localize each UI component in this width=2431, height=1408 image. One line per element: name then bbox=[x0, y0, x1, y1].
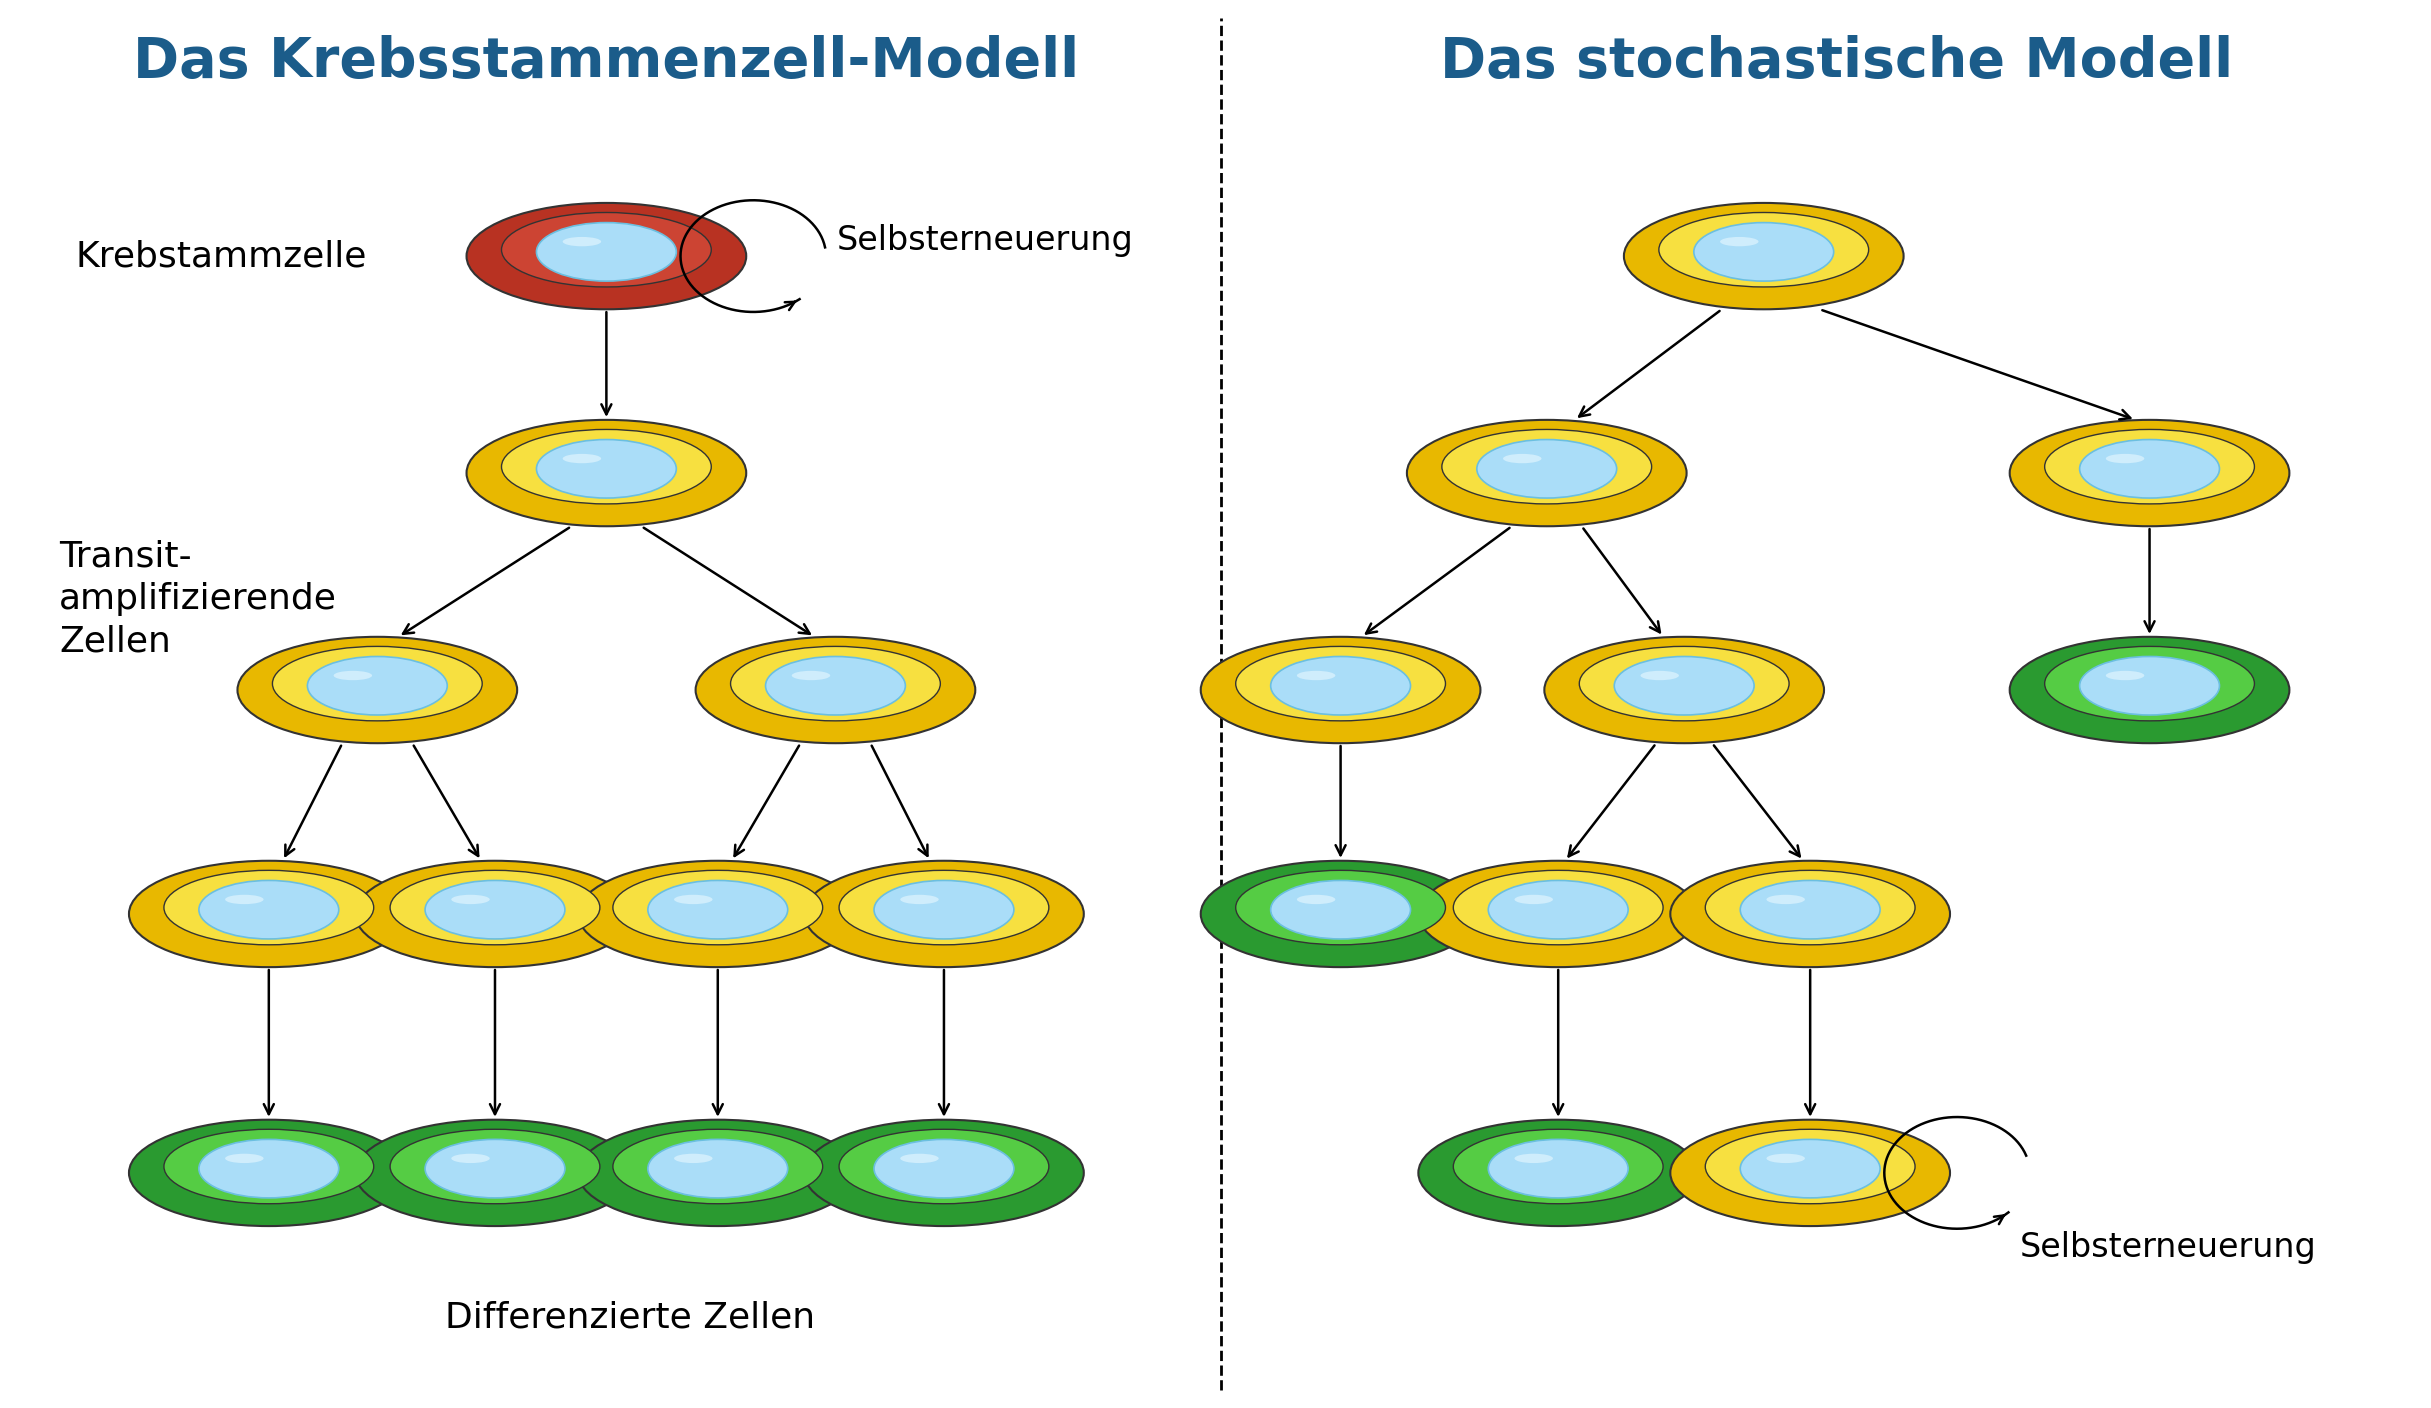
Ellipse shape bbox=[2010, 636, 2290, 743]
Ellipse shape bbox=[1454, 1129, 1663, 1204]
Ellipse shape bbox=[562, 237, 600, 246]
Ellipse shape bbox=[613, 1129, 822, 1204]
Ellipse shape bbox=[1454, 870, 1663, 945]
Ellipse shape bbox=[272, 646, 481, 721]
Text: Krebstammzelle: Krebstammzelle bbox=[75, 239, 367, 273]
Text: Das stochastische Modell: Das stochastische Modell bbox=[1439, 35, 2232, 89]
Ellipse shape bbox=[1417, 1119, 1697, 1226]
Ellipse shape bbox=[537, 439, 676, 498]
Ellipse shape bbox=[2079, 656, 2220, 715]
Ellipse shape bbox=[579, 860, 858, 967]
Ellipse shape bbox=[501, 429, 712, 504]
Ellipse shape bbox=[467, 203, 746, 310]
Ellipse shape bbox=[1417, 860, 1697, 967]
Ellipse shape bbox=[199, 880, 338, 939]
Ellipse shape bbox=[1296, 894, 1335, 904]
Ellipse shape bbox=[1235, 646, 1446, 721]
Ellipse shape bbox=[1704, 870, 1916, 945]
Ellipse shape bbox=[333, 670, 372, 680]
Ellipse shape bbox=[899, 894, 938, 904]
Ellipse shape bbox=[1271, 880, 1410, 939]
Ellipse shape bbox=[579, 1119, 858, 1226]
Ellipse shape bbox=[425, 880, 564, 939]
Ellipse shape bbox=[501, 213, 712, 287]
Ellipse shape bbox=[1502, 453, 1541, 463]
Ellipse shape bbox=[2010, 420, 2290, 527]
Ellipse shape bbox=[2044, 646, 2254, 721]
Ellipse shape bbox=[389, 1129, 600, 1204]
Ellipse shape bbox=[673, 1153, 712, 1163]
Ellipse shape bbox=[1767, 894, 1804, 904]
Ellipse shape bbox=[129, 1119, 408, 1226]
Ellipse shape bbox=[467, 420, 746, 527]
Ellipse shape bbox=[163, 1129, 374, 1204]
Text: Das Krebsstammenzell-Modell: Das Krebsstammenzell-Modell bbox=[134, 35, 1079, 89]
Ellipse shape bbox=[129, 860, 408, 967]
Ellipse shape bbox=[1235, 870, 1446, 945]
Ellipse shape bbox=[875, 880, 1014, 939]
Ellipse shape bbox=[732, 646, 941, 721]
Ellipse shape bbox=[1442, 429, 1651, 504]
Ellipse shape bbox=[1580, 646, 1789, 721]
Ellipse shape bbox=[1544, 636, 1823, 743]
Ellipse shape bbox=[355, 860, 634, 967]
Ellipse shape bbox=[2079, 439, 2220, 498]
Ellipse shape bbox=[1721, 237, 1758, 246]
Ellipse shape bbox=[2044, 429, 2254, 504]
Ellipse shape bbox=[452, 1153, 489, 1163]
Ellipse shape bbox=[1515, 1153, 1553, 1163]
Ellipse shape bbox=[1488, 1139, 1629, 1198]
Ellipse shape bbox=[199, 1139, 338, 1198]
Ellipse shape bbox=[1614, 656, 1755, 715]
Ellipse shape bbox=[1296, 670, 1335, 680]
Ellipse shape bbox=[1624, 203, 1903, 310]
Ellipse shape bbox=[1694, 222, 1833, 282]
Ellipse shape bbox=[226, 894, 263, 904]
Ellipse shape bbox=[613, 870, 822, 945]
Ellipse shape bbox=[766, 656, 904, 715]
Ellipse shape bbox=[1641, 670, 1680, 680]
Ellipse shape bbox=[1488, 880, 1629, 939]
Ellipse shape bbox=[805, 1119, 1084, 1226]
Text: Transit-
amplifizierende
Zellen: Transit- amplifizierende Zellen bbox=[58, 539, 338, 658]
Ellipse shape bbox=[839, 870, 1048, 945]
Text: Selbsterneuerung: Selbsterneuerung bbox=[836, 224, 1133, 256]
Ellipse shape bbox=[1408, 420, 1687, 527]
Text: Selbsterneuerung: Selbsterneuerung bbox=[2020, 1232, 2317, 1264]
Ellipse shape bbox=[1476, 439, 1617, 498]
Ellipse shape bbox=[306, 656, 447, 715]
Ellipse shape bbox=[163, 870, 374, 945]
Ellipse shape bbox=[1271, 656, 1410, 715]
Ellipse shape bbox=[839, 1129, 1048, 1204]
Ellipse shape bbox=[1670, 860, 1950, 967]
Ellipse shape bbox=[1670, 1119, 1950, 1226]
Ellipse shape bbox=[1658, 213, 1869, 287]
Ellipse shape bbox=[673, 894, 712, 904]
Ellipse shape bbox=[226, 1153, 263, 1163]
Ellipse shape bbox=[1741, 1139, 1879, 1198]
Ellipse shape bbox=[1201, 860, 1480, 967]
Ellipse shape bbox=[452, 894, 489, 904]
Ellipse shape bbox=[695, 636, 975, 743]
Ellipse shape bbox=[793, 670, 831, 680]
Ellipse shape bbox=[899, 1153, 938, 1163]
Ellipse shape bbox=[1515, 894, 1553, 904]
Ellipse shape bbox=[389, 870, 600, 945]
Text: Differenzierte Zellen: Differenzierte Zellen bbox=[445, 1300, 814, 1333]
Ellipse shape bbox=[1201, 636, 1480, 743]
Ellipse shape bbox=[238, 636, 518, 743]
Ellipse shape bbox=[1741, 880, 1879, 939]
Ellipse shape bbox=[2105, 670, 2144, 680]
Ellipse shape bbox=[425, 1139, 564, 1198]
Ellipse shape bbox=[647, 1139, 788, 1198]
Ellipse shape bbox=[647, 880, 788, 939]
Ellipse shape bbox=[805, 860, 1084, 967]
Ellipse shape bbox=[1767, 1153, 1804, 1163]
Ellipse shape bbox=[875, 1139, 1014, 1198]
Ellipse shape bbox=[1704, 1129, 1916, 1204]
Ellipse shape bbox=[2105, 453, 2144, 463]
Ellipse shape bbox=[355, 1119, 634, 1226]
Ellipse shape bbox=[562, 453, 600, 463]
Ellipse shape bbox=[537, 222, 676, 282]
